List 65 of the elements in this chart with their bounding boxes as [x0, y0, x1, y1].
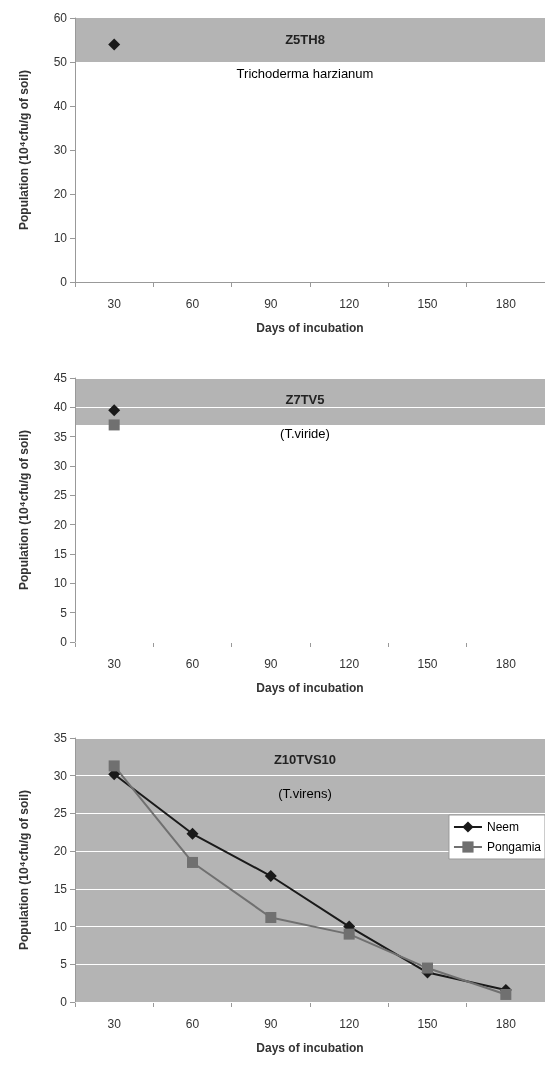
- y-tick-label: 10: [53, 919, 68, 934]
- x-tick-label: 30: [107, 297, 122, 311]
- legend-label: Pongamia: [486, 840, 542, 854]
- y-tick-label: 35: [53, 731, 68, 745]
- text: Z10TVS10: [273, 752, 337, 767]
- x-tick-label: 180: [495, 1017, 517, 1031]
- point: [343, 928, 355, 940]
- text: (T.virens): [278, 786, 332, 801]
- y-axis-title: Population (10⁴cfu/g of soil): [17, 430, 31, 590]
- x-tick-label: 30: [107, 657, 122, 671]
- y-tick-label: 60: [53, 11, 68, 25]
- y-tick-label: 30: [53, 143, 68, 157]
- y-tick-label: 25: [53, 806, 68, 821]
- x-tick-label: 90: [264, 1017, 278, 1031]
- x-tick-label: 150: [417, 657, 438, 671]
- x-tick-label: 30: [107, 1017, 122, 1031]
- y-tick-label: 0: [60, 995, 68, 1009]
- text: (T.viride): [280, 426, 330, 441]
- y-tick-label: 30: [53, 459, 68, 473]
- point: [186, 827, 199, 840]
- y-axis-title: Population (10⁴cfu/g of soil): [17, 790, 31, 950]
- y-tick-label: 30: [53, 768, 68, 783]
- y-tick-label: 45: [53, 371, 68, 385]
- y-tick-label: 10: [53, 231, 68, 245]
- y-tick-label: 20: [53, 187, 68, 201]
- point: [422, 962, 433, 974]
- x-axis-title: Days of incubation: [256, 321, 364, 335]
- x-tick-label: 60: [185, 657, 200, 671]
- x-axis-title: Days of incubation: [256, 681, 364, 695]
- text: Z7TV5: [285, 392, 325, 407]
- legend-label: Neem: [486, 820, 519, 834]
- y-axis-title: Population (10⁴cfu/g of soil): [17, 70, 31, 230]
- x-tick-label: 180: [495, 297, 517, 311]
- y-tick-label: 0: [60, 635, 68, 649]
- y-tick-label: 50: [53, 55, 68, 69]
- x-axis-title: Days of incubation: [256, 1041, 364, 1055]
- text: Trichoderma harzianum: [236, 66, 374, 81]
- point: [108, 760, 120, 772]
- y-tick-label: 40: [53, 99, 68, 113]
- point: [187, 856, 198, 868]
- point: [264, 870, 277, 883]
- y-tick-label: 20: [53, 517, 68, 532]
- x-tick-label: 90: [264, 657, 278, 671]
- x-tick-label: 120: [339, 1017, 360, 1031]
- y-tick-label: 5: [60, 605, 68, 620]
- x-tick-label: 60: [185, 1017, 200, 1031]
- y-tick-label: 15: [53, 547, 68, 561]
- point: [500, 988, 512, 1000]
- y-tick-label: 5: [60, 957, 68, 972]
- x-tick-label: 150: [417, 297, 438, 311]
- point: [265, 912, 277, 924]
- y-tick-label: 0: [60, 275, 68, 289]
- y-tick-label: 10: [53, 576, 68, 591]
- y-tick-label: 20: [53, 844, 68, 859]
- y-tick-label: 25: [53, 488, 68, 503]
- x-tick-label: 90: [264, 297, 278, 311]
- y-tick-label: 40: [53, 400, 68, 415]
- y-tick-label: 35: [53, 429, 68, 444]
- x-tick-label: 120: [339, 297, 360, 311]
- x-tick-label: 180: [495, 657, 517, 671]
- x-tick-label: 150: [417, 1017, 438, 1031]
- x-tick-label: 120: [339, 657, 360, 671]
- text: Z5TH8: [285, 32, 325, 47]
- y-tick-label: 15: [53, 881, 68, 896]
- x-tick-label: 60: [185, 297, 200, 311]
